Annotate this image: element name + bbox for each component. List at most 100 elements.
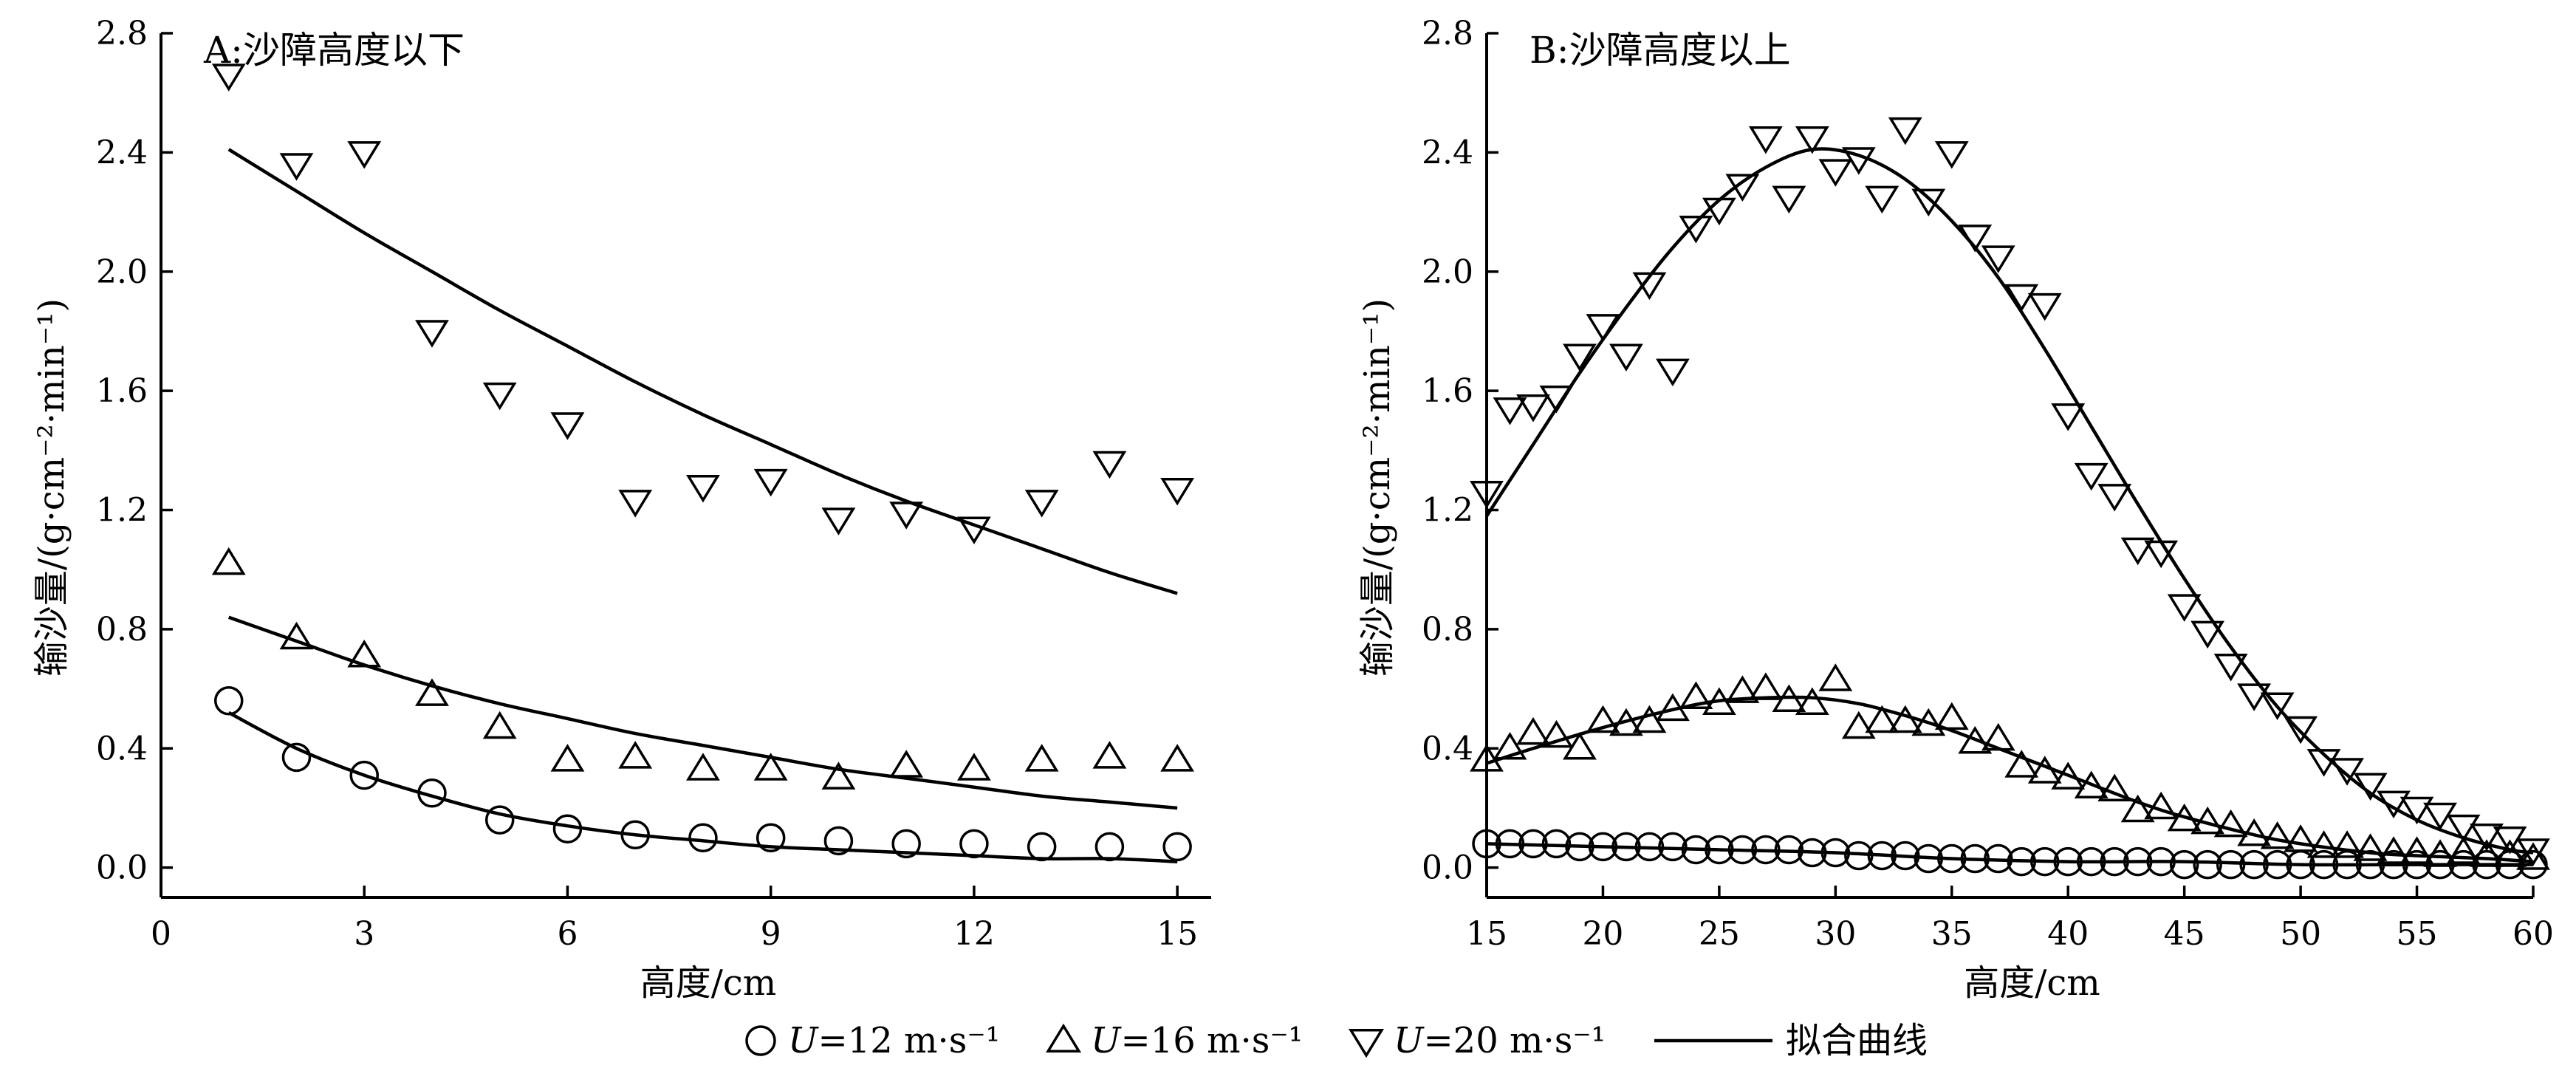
data-point-triangle-up bbox=[1748, 672, 1783, 700]
data-point-triangle-up bbox=[1934, 702, 1969, 730]
data-point-triangle-up bbox=[1725, 675, 1760, 703]
data-point-circle bbox=[2146, 846, 2176, 877]
y-tick-label: 1.6 bbox=[1422, 372, 1473, 410]
legend-label: U=12 m·s⁻¹ bbox=[788, 1020, 1000, 1061]
y-tick-label: 1.2 bbox=[96, 492, 148, 530]
data-point-circle bbox=[1565, 832, 1594, 862]
legend-label-text: 拟合曲线 bbox=[1786, 1020, 1928, 1061]
data-point-triangle-up bbox=[415, 678, 449, 706]
legend-label: U=20 m·s⁻¹ bbox=[1394, 1020, 1606, 1061]
data-point-circle bbox=[1798, 838, 1827, 868]
x-axis-label: 高度/cm bbox=[640, 962, 777, 1004]
data-point-triangle-down bbox=[1655, 358, 1690, 387]
data-point-triangle-up bbox=[2516, 842, 2550, 870]
data-point-circle bbox=[2332, 849, 2362, 880]
x-tick-label: 15 bbox=[1466, 915, 1507, 953]
data-point-circle bbox=[1611, 832, 1641, 862]
data-point-triangle-up bbox=[347, 639, 382, 668]
x-tick-label: 15 bbox=[1157, 915, 1198, 953]
data-point-triangle-down bbox=[2237, 683, 2272, 711]
legend: U=12 m·s⁻¹ U=16 m·s⁻¹ U=20 m·s⁻¹ 拟合曲线 bbox=[745, 1020, 1928, 1061]
x-tick-label: 30 bbox=[1815, 915, 1856, 953]
data-point-circle bbox=[1588, 832, 1618, 862]
x-tick-label: 40 bbox=[2047, 915, 2089, 953]
data-point-triangle-up bbox=[1609, 708, 1643, 736]
x-tick-label: 12 bbox=[953, 915, 995, 953]
data-point-triangle-down bbox=[1092, 451, 1127, 479]
x-tick-label: 50 bbox=[2280, 915, 2321, 953]
data-point-circle bbox=[349, 760, 379, 790]
data-point-triangle-up bbox=[2306, 830, 2341, 858]
data-point-circle bbox=[2169, 849, 2199, 880]
data-point-triangle-down bbox=[2470, 824, 2504, 852]
y-tick-label: 2.8 bbox=[1422, 15, 1473, 52]
data-point-circle bbox=[1495, 829, 1525, 859]
data-point-triangle-up bbox=[2027, 756, 2062, 784]
data-point-circle bbox=[1095, 832, 1125, 862]
data-point-triangle-down bbox=[753, 468, 788, 497]
data-point-triangle-down bbox=[2120, 537, 2155, 566]
data-point-circle bbox=[891, 829, 921, 859]
data-point-triangle-up bbox=[1958, 725, 1993, 754]
data-point-triangle-up bbox=[1092, 741, 1127, 769]
data-point-circle bbox=[213, 685, 244, 716]
data-point-circle bbox=[1960, 843, 1990, 874]
data-point-circle bbox=[1891, 841, 1920, 871]
data-point-triangle-down bbox=[1160, 478, 1195, 506]
data-point-triangle-down bbox=[2353, 773, 2388, 801]
y-tick-label: 0.4 bbox=[96, 730, 148, 767]
data-point-triangle-down bbox=[2167, 594, 2202, 622]
data-point-triangle-down bbox=[1888, 117, 1922, 146]
data-point-circle bbox=[756, 823, 786, 853]
data-point-triangle-up bbox=[2493, 839, 2527, 867]
data-point-triangle-down bbox=[1865, 185, 1900, 214]
data-point-triangle-down bbox=[2399, 796, 2434, 825]
data-point-circle bbox=[2355, 849, 2385, 880]
data-point-circle bbox=[2007, 846, 2036, 877]
data-point-circle bbox=[2076, 846, 2106, 877]
data-point-triangle-down bbox=[889, 502, 924, 530]
data-point-triangle-up bbox=[618, 741, 653, 769]
data-point-triangle-down bbox=[2074, 462, 2109, 491]
y-tick-label: 1.6 bbox=[96, 372, 148, 410]
y-tick-label: 1.2 bbox=[1422, 492, 1473, 530]
data-point-triangle-up bbox=[686, 753, 720, 781]
data-point-triangle-down bbox=[1958, 225, 1993, 253]
legend-marker-triangle-up bbox=[1045, 1023, 1082, 1053]
data-point-triangle-down bbox=[2190, 620, 2225, 649]
data-point-triangle-down bbox=[2260, 692, 2295, 721]
x-tick-label: 25 bbox=[1699, 915, 1740, 953]
data-point-triangle-up bbox=[2190, 806, 2225, 835]
data-point-triangle-up bbox=[211, 547, 246, 575]
data-point-circle bbox=[2029, 846, 2060, 877]
data-point-triangle-down bbox=[2027, 292, 2062, 321]
x-tick-label: 20 bbox=[1582, 915, 1623, 953]
x-tick-label: 6 bbox=[557, 915, 578, 953]
fit-curve bbox=[1485, 147, 2534, 855]
x-tick-label: 60 bbox=[2512, 915, 2554, 953]
data-point-circle bbox=[1984, 843, 2013, 874]
data-point-triangle-up bbox=[2284, 824, 2318, 852]
data-point-circle bbox=[1541, 829, 1572, 859]
data-point-triangle-up bbox=[2167, 803, 2202, 832]
data-point-circle bbox=[2100, 846, 2129, 877]
data-point-circle bbox=[2123, 846, 2153, 877]
data-point-triangle-up bbox=[1841, 711, 1876, 739]
data-point-circle bbox=[1705, 835, 1734, 865]
y-tick-label: 2.0 bbox=[96, 253, 148, 291]
data-point-triangle-down bbox=[211, 64, 246, 92]
data-point-triangle-down bbox=[1470, 481, 1504, 509]
data-point-circle bbox=[1727, 835, 1758, 865]
data-point-triangle-down bbox=[1748, 126, 1783, 154]
data-point-triangle-down bbox=[2330, 758, 2365, 786]
data-point-circle bbox=[2239, 849, 2269, 880]
data-point-triangle-down bbox=[1911, 188, 1946, 217]
y-axis-label: 输沙量/(g·cm⁻²·min⁻¹) bbox=[1357, 298, 1398, 677]
y-tick-label: 0.4 bbox=[1422, 730, 1473, 767]
x-tick-label: 0 bbox=[151, 915, 171, 953]
y-tick-label: 2.4 bbox=[96, 134, 148, 171]
data-point-triangle-down bbox=[1841, 147, 1876, 175]
data-point-triangle-up bbox=[2237, 818, 2272, 846]
legend-label-text: =12 m·s⁻¹ bbox=[818, 1020, 1000, 1061]
